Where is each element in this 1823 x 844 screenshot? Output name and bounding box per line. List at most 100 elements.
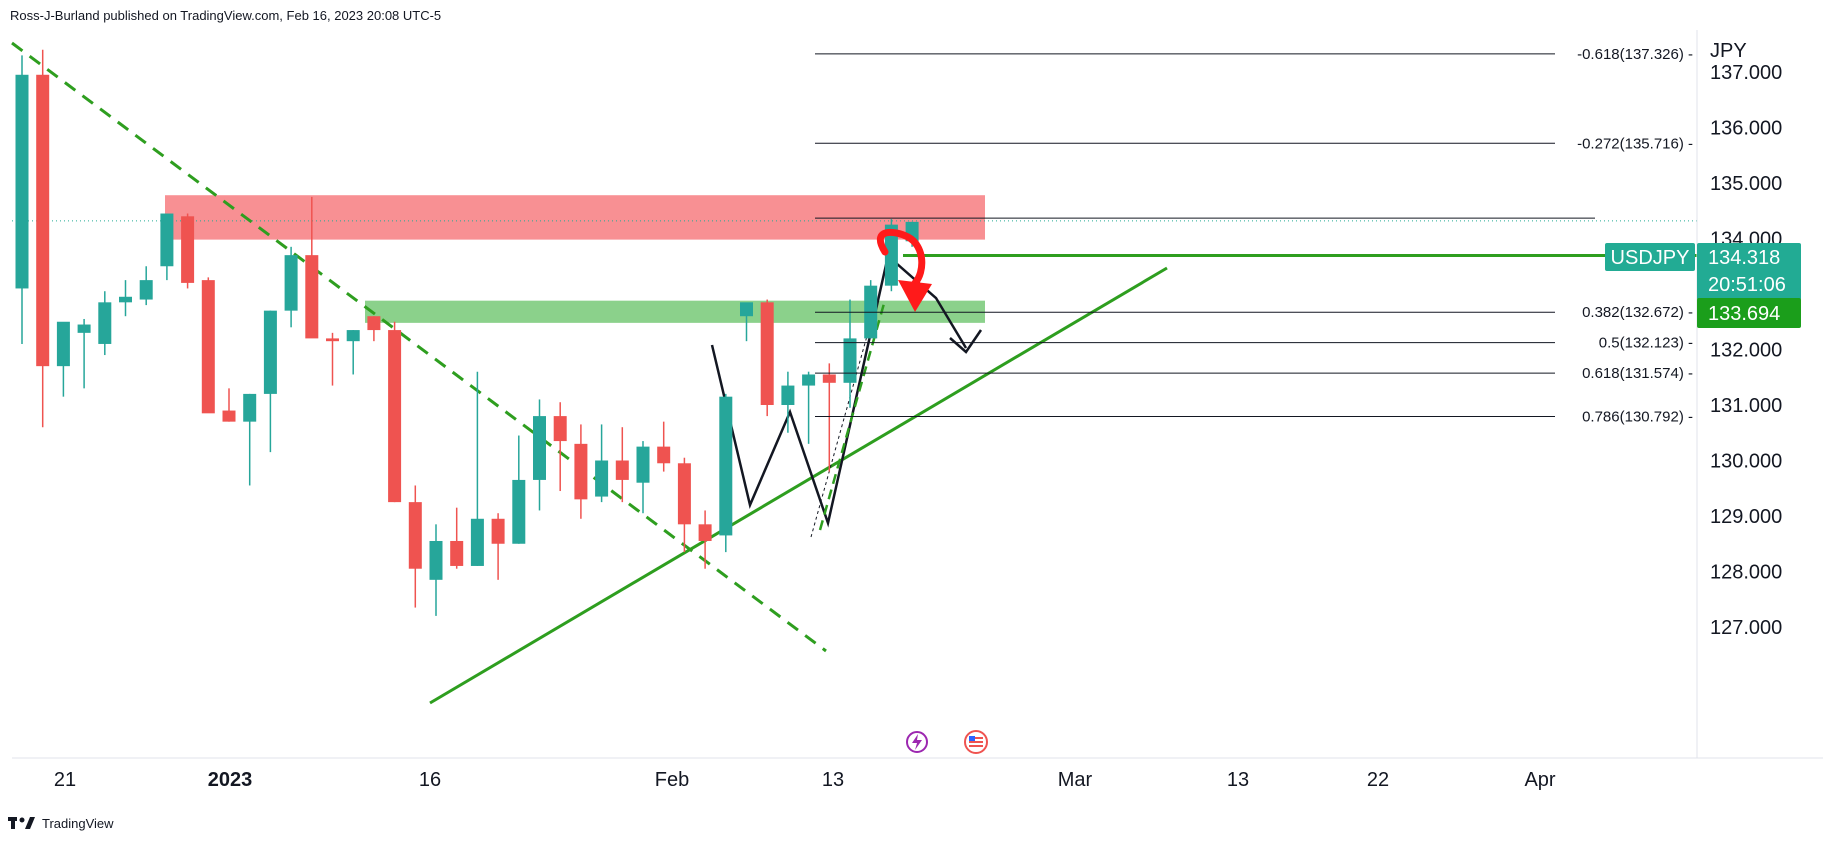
candle-body[interactable] (98, 302, 112, 344)
candle-body[interactable] (781, 385, 795, 405)
x-tick-label: 13 (1227, 769, 1249, 791)
candle-body[interactable] (822, 374, 836, 383)
currency-label: JPY (1710, 40, 1747, 62)
candle-body[interactable] (367, 316, 381, 331)
last-price-tag[interactable] (1697, 243, 1801, 300)
tradingview-logo-icon (8, 817, 35, 829)
candle-body[interactable] (760, 302, 774, 405)
candle-body[interactable] (553, 416, 567, 442)
price-axis: 137.000136.000135.000134.000133.000132.0… (1710, 62, 1782, 639)
candle-body[interactable] (491, 518, 505, 544)
fib-retracement: -0.618(137.326) - -0.272(135.716) - 0.382(… (815, 46, 1693, 426)
annotations (876, 228, 932, 312)
x-tick-label: Mar (1058, 769, 1093, 791)
candle-body[interactable] (346, 330, 360, 342)
symbol-tag[interactable] (1605, 243, 1695, 271)
x-tick-label: Apr (1524, 769, 1555, 791)
y-tick-label: 132.000 (1710, 340, 1782, 362)
level-tag[interactable] (1697, 298, 1801, 328)
candle-body[interactable] (470, 518, 484, 566)
candle-body[interactable] (636, 446, 650, 483)
candles (15, 49, 919, 616)
y-tick-label: 131.000 (1710, 395, 1782, 417)
candle-body[interactable] (802, 374, 816, 386)
arrow-head (949, 329, 983, 354)
candle-body[interactable] (77, 324, 91, 333)
candle-body[interactable] (119, 296, 132, 303)
candle-body[interactable] (388, 330, 402, 503)
candle-body[interactable] (719, 396, 733, 536)
x-tick-label: 16 (419, 769, 441, 791)
candle-body[interactable] (740, 302, 753, 317)
dotted-channel-line (810, 317, 873, 538)
fib-level-label: 0.786(130.792) - (1582, 409, 1693, 426)
curved-arrow-head (898, 280, 932, 312)
symbol-tag-label: USDJPY (1611, 247, 1690, 269)
x-tick-label: Feb (655, 769, 689, 791)
flag-stripe (969, 737, 983, 739)
candle-body[interactable] (574, 443, 588, 500)
fib-level-label: 0.618(131.574) - (1582, 365, 1693, 382)
y-tick-label: 137.000 (1710, 62, 1782, 84)
candle-body[interactable] (201, 280, 215, 414)
last-price-label: 134.318 (1708, 247, 1780, 269)
zones (12, 195, 1697, 323)
candle-body[interactable] (533, 416, 546, 480)
candle-body[interactable] (305, 255, 319, 339)
candle-body[interactable] (595, 460, 609, 497)
publisher-header: Ross-J-Burland published on TradingView.… (10, 8, 442, 23)
resistance-zone[interactable] (165, 195, 985, 240)
ascending-trendline[interactable] (429, 266, 1168, 705)
candle-body[interactable] (450, 540, 464, 566)
y-tick-label: 128.000 (1710, 562, 1782, 584)
candle-body[interactable] (512, 479, 526, 544)
candle-body[interactable] (243, 393, 257, 422)
price-tags: USDJPY 134.318 20:51:06 133.694 (1605, 243, 1801, 328)
footer-brand: TradingView (42, 815, 114, 831)
fib-level-label: 0.382(132.672) - (1582, 304, 1693, 321)
x-tick-label: 21 (54, 769, 76, 791)
flag-canton (969, 736, 975, 741)
candle-body[interactable] (884, 224, 898, 286)
y-tick-label: 135.000 (1710, 173, 1782, 195)
candle-body[interactable] (677, 463, 691, 525)
x-tick-label: 22 (1367, 769, 1389, 791)
candle-body[interactable] (698, 524, 712, 541)
level-tag-label: 133.694 (1708, 303, 1780, 325)
candle-body[interactable] (326, 338, 339, 342)
candle-body[interactable] (36, 74, 50, 367)
candle-body[interactable] (429, 540, 443, 580)
y-tick-label: 129.000 (1710, 506, 1782, 528)
lightning-icon-glyph (912, 734, 922, 750)
event-icons (906, 730, 988, 754)
countdown-label: 20:51:06 (1708, 274, 1786, 296)
candle-body[interactable] (181, 216, 195, 283)
candle-body[interactable] (284, 255, 298, 311)
footer: TradingView (8, 815, 114, 831)
time-axis: 21 2023 16 Feb 13 Mar 13 22 Apr (54, 769, 1556, 791)
candle-body[interactable] (615, 460, 629, 480)
candle-body[interactable] (263, 310, 277, 394)
y-tick-label: 127.000 (1710, 617, 1782, 639)
y-tick-label: 130.000 (1710, 451, 1782, 473)
support-zone[interactable] (365, 300, 985, 323)
fib-level-label: -0.272(135.716) - (1577, 135, 1693, 152)
w-pattern-path[interactable] (710, 253, 968, 528)
x-tick-label: 2023 (208, 769, 253, 791)
fib-level-label: -0.618(137.326) - (1577, 46, 1693, 63)
x-tick-label: 13 (822, 769, 844, 791)
candle-body[interactable] (843, 338, 857, 383)
candle-body[interactable] (139, 280, 153, 300)
candle-body[interactable] (657, 446, 671, 464)
flag-stripe (969, 745, 983, 747)
fib-level-label: 0.5(132.123) - (1599, 335, 1693, 352)
candle-body[interactable] (222, 410, 236, 422)
curved-arrow-body (876, 228, 926, 287)
candle-body[interactable] (408, 502, 422, 569)
y-tick-label: 136.000 (1710, 118, 1782, 140)
flag-stripe (969, 741, 983, 743)
candle-body[interactable] (160, 213, 174, 267)
candle-body[interactable] (15, 74, 29, 289)
candle-body[interactable] (56, 321, 70, 367)
